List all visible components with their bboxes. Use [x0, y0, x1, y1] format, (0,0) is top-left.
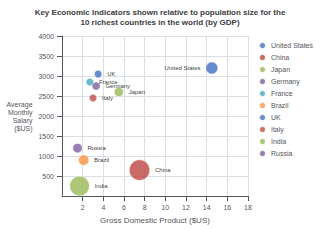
- svg-text:($US): ($US): [14, 125, 32, 133]
- svg-text:2500: 2500: [38, 93, 54, 100]
- svg-text:United States: United States: [165, 65, 201, 71]
- svg-text:China: China: [155, 167, 171, 173]
- svg-text:Japan: Japan: [129, 89, 145, 95]
- svg-text:Russia: Russia: [87, 145, 106, 151]
- svg-text:Germany: Germany: [105, 83, 131, 89]
- svg-text:Salary: Salary: [13, 117, 33, 125]
- svg-text:India: India: [271, 138, 286, 145]
- svg-text:China: China: [271, 54, 289, 61]
- svg-text:14: 14: [203, 204, 211, 211]
- svg-text:Brazil: Brazil: [94, 157, 109, 163]
- svg-text:Japan: Japan: [271, 66, 290, 74]
- svg-text:3500: 3500: [38, 53, 54, 60]
- svg-text:500: 500: [42, 173, 54, 180]
- svg-text:10: 10: [161, 204, 169, 211]
- svg-text:1000: 1000: [38, 153, 54, 160]
- svg-text:Russia: Russia: [271, 150, 293, 157]
- svg-text:France: France: [99, 79, 118, 85]
- svg-text:UK: UK: [107, 71, 115, 77]
- svg-text:France: France: [271, 90, 293, 97]
- svg-text:Germany: Germany: [271, 78, 300, 86]
- svg-text:UK: UK: [271, 114, 281, 121]
- svg-text:12: 12: [182, 204, 190, 211]
- svg-text:Brazil: Brazil: [271, 102, 289, 109]
- svg-text:3000: 3000: [38, 73, 54, 80]
- svg-text:Monthly: Monthly: [8, 109, 33, 117]
- svg-text:4: 4: [101, 204, 105, 211]
- svg-text:Average: Average: [7, 101, 33, 109]
- svg-text:United States: United States: [271, 42, 314, 49]
- svg-text:India: India: [95, 183, 109, 189]
- svg-text:Key Economic Indicators shown: Key Economic Indicators shown relative t…: [35, 8, 286, 17]
- svg-text:18: 18: [244, 204, 252, 211]
- svg-text:10 richest countries in the wo: 10 richest countries in the world (by GD…: [80, 18, 239, 27]
- svg-text:Italy: Italy: [102, 95, 113, 101]
- svg-text:1500: 1500: [38, 133, 54, 140]
- svg-text:16: 16: [223, 204, 231, 211]
- svg-text:Italy: Italy: [271, 126, 284, 134]
- svg-text:Gross Domestic Product ($US): Gross Domestic Product ($US): [100, 216, 210, 225]
- svg-text:8: 8: [143, 204, 147, 211]
- svg-text:2000: 2000: [38, 113, 54, 120]
- svg-text:4000: 4000: [38, 33, 54, 40]
- svg-text:2: 2: [81, 204, 85, 211]
- svg-text:6: 6: [122, 204, 126, 211]
